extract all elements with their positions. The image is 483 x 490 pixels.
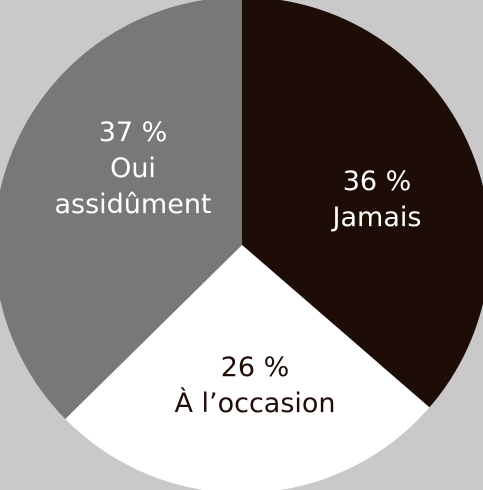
pie-slice-oui-assidument [0,0,242,419]
pie-labels: 36 % Jamais 26 % À l’occasion 37 % Oui assidûm… [54,117,421,419]
pie-slice-jamais [242,0,483,408]
slice-value-label: 36 % [343,166,412,197]
slice-value-label: 37 % [99,117,168,148]
pie-slice-a-l-occasion [65,245,430,490]
slice-value-label: 26 % [221,352,290,383]
slice-name-label: À l’occasion [174,387,335,419]
slice-name-label: assidûment [54,189,211,220]
slice-name-label: Oui [110,153,156,184]
slice-name-label: Jamais [331,202,422,233]
